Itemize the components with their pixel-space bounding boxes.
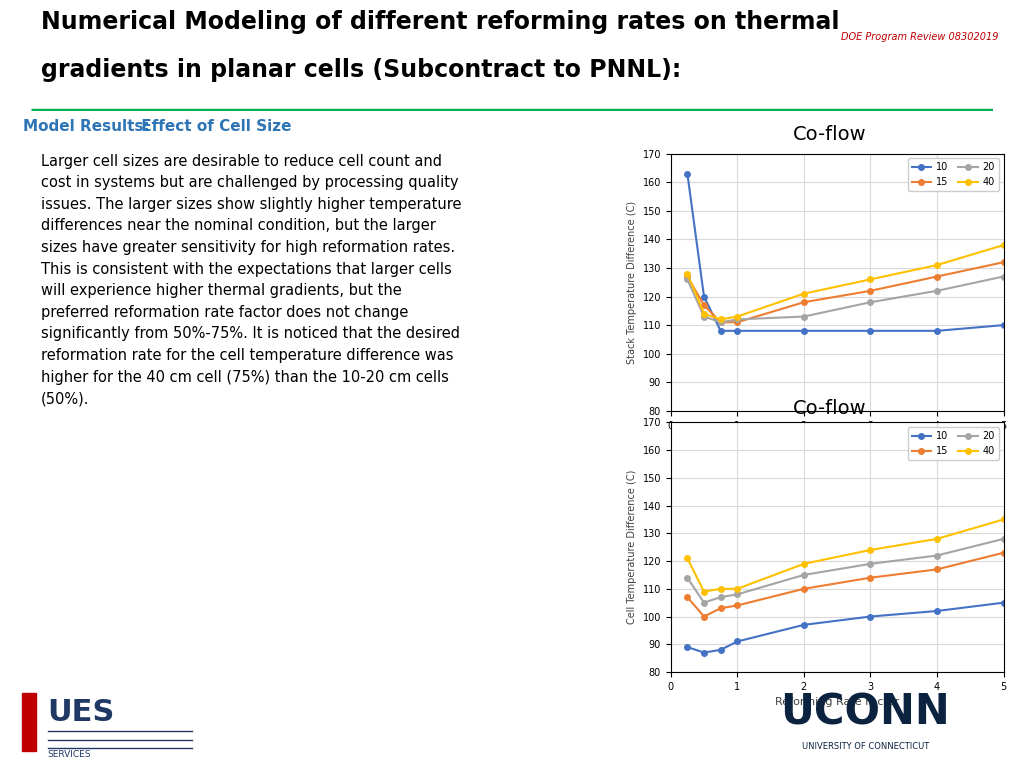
- Text: gradients in planar cells (Subcontract to PNNL):: gradients in planar cells (Subcontract t…: [41, 58, 681, 82]
- Y-axis label: Stack Temperature Difference (C): Stack Temperature Difference (C): [627, 200, 637, 364]
- Text: DOE Program Review 08302019: DOE Program Review 08302019: [841, 32, 998, 42]
- Text: Co-flow: Co-flow: [793, 125, 866, 144]
- Text: Effect of Cell Size: Effect of Cell Size: [136, 119, 292, 134]
- Bar: [23, 693, 36, 751]
- Text: Numerical Modeling of different reforming rates on thermal: Numerical Modeling of different reformin…: [41, 10, 840, 34]
- X-axis label: Reforming Rate Factor: Reforming Rate Factor: [775, 697, 899, 707]
- X-axis label: Reforming Rate Factor: Reforming Rate Factor: [775, 436, 899, 446]
- Legend: 10, 15, 20, 40: 10, 15, 20, 40: [908, 158, 998, 191]
- Text: Model Results:: Model Results:: [24, 119, 151, 134]
- Legend: 10, 15, 20, 40: 10, 15, 20, 40: [908, 427, 998, 460]
- Text: UNIVERSITY OF CONNECTICUT: UNIVERSITY OF CONNECTICUT: [802, 742, 929, 751]
- Text: UES: UES: [48, 698, 115, 727]
- Text: UCONN: UCONN: [780, 692, 950, 733]
- Text: SERVICES: SERVICES: [48, 750, 91, 760]
- Text: Larger cell sizes are desirable to reduce cell count and
cost in systems but are: Larger cell sizes are desirable to reduc…: [41, 154, 462, 406]
- Text: Co-flow: Co-flow: [793, 399, 866, 419]
- Y-axis label: Cell Temperature Difference (C): Cell Temperature Difference (C): [627, 470, 637, 624]
